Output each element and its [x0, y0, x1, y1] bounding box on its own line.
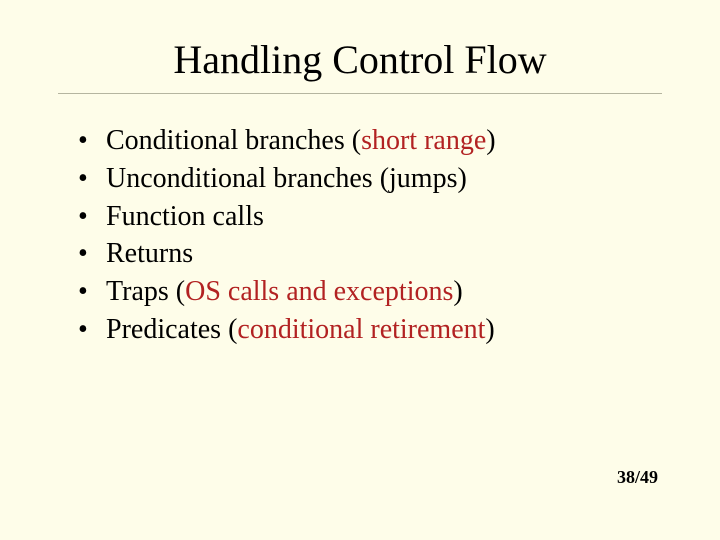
- bullet-list: Conditional branches (short range) Uncon…: [50, 122, 670, 349]
- bullet-text-pre: Conditional branches (: [106, 125, 361, 156]
- slide: Handling Control Flow Conditional branch…: [0, 0, 720, 540]
- bullet-text-pre: Predicates (: [106, 314, 237, 345]
- bullet-text-highlight: short range: [361, 125, 486, 156]
- title-divider: [58, 93, 662, 94]
- list-item: Function calls: [78, 198, 670, 236]
- bullet-text-highlight: OS calls and exceptions: [185, 276, 453, 307]
- bullet-text-pre: Unconditional branches (jumps): [106, 163, 467, 194]
- bullet-text-pre: Function calls: [106, 201, 264, 232]
- list-item: Traps (OS calls and exceptions): [78, 273, 670, 311]
- list-item: Conditional branches (short range): [78, 122, 670, 160]
- slide-title: Handling Control Flow: [50, 36, 670, 83]
- list-item: Returns: [78, 235, 670, 273]
- bullet-text-highlight: conditional retirement: [237, 314, 485, 345]
- bullet-text-post: ): [485, 314, 494, 345]
- list-item: Unconditional branches (jumps): [78, 160, 670, 198]
- bullet-text-pre: Returns: [106, 238, 193, 269]
- page-number: 38/49: [617, 467, 658, 488]
- bullet-text-post: ): [453, 276, 462, 307]
- bullet-text-pre: Traps (: [106, 276, 185, 307]
- list-item: Predicates (conditional retirement): [78, 311, 670, 349]
- bullet-text-post: ): [486, 125, 495, 156]
